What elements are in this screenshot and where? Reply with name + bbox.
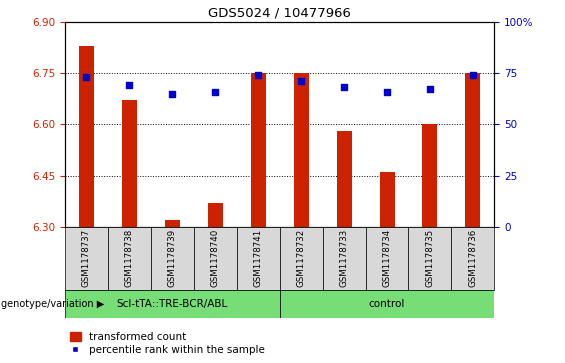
Bar [194,227,237,290]
Point [340,85,349,90]
Bar [323,227,366,290]
Point [425,86,434,92]
Point [211,89,220,94]
Text: control: control [369,299,405,309]
Text: GSM1178741: GSM1178741 [254,229,263,287]
Legend: transformed count, percentile rank within the sample: transformed count, percentile rank withi… [70,332,265,355]
Bar [237,227,280,290]
Point [168,91,177,97]
Bar [151,227,194,290]
Text: GSM1178733: GSM1178733 [340,229,349,287]
Bar [451,227,494,290]
Bar [380,172,394,227]
Text: genotype/variation ▶: genotype/variation ▶ [1,299,104,309]
Text: GSM1178739: GSM1178739 [168,229,177,287]
Bar [65,290,280,318]
Point [82,74,91,80]
Bar [337,131,351,227]
Bar [423,125,437,227]
Text: GSM1178738: GSM1178738 [125,229,134,287]
Point [125,82,134,88]
Text: GSM1178736: GSM1178736 [468,229,477,287]
Text: Scl-tTA::TRE-BCR/ABL: Scl-tTA::TRE-BCR/ABL [117,299,228,309]
Point [297,78,306,84]
Point [383,89,392,94]
Text: GSM1178735: GSM1178735 [425,229,434,287]
Bar [408,227,451,290]
Bar [79,46,94,227]
Bar [280,227,323,290]
Bar [108,227,151,290]
Title: GDS5024 / 10477966: GDS5024 / 10477966 [208,6,351,19]
Text: GSM1178732: GSM1178732 [297,229,306,287]
Bar [208,203,223,227]
Text: GSM1178740: GSM1178740 [211,229,220,287]
Bar [466,73,480,227]
Text: GSM1178737: GSM1178737 [82,229,91,287]
Point [468,72,477,78]
Bar [251,73,266,227]
Point [254,72,263,78]
Bar [280,290,494,318]
Bar [65,227,108,290]
Bar [366,227,408,290]
Bar [122,101,137,227]
Text: GSM1178734: GSM1178734 [383,229,392,287]
Bar [294,73,308,227]
Bar [165,220,180,227]
